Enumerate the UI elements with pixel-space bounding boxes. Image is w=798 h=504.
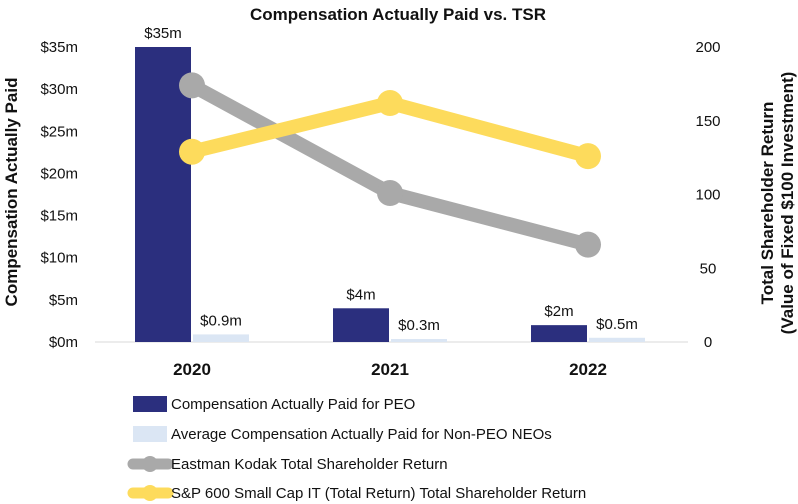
point-s-p-600-small-cap-it-total-return-total-shareholder-return-2022 — [575, 143, 601, 170]
legend: Compensation Actually Paid for PEO Averag… — [127, 396, 586, 502]
legend-swatch-average-compensation-actually-paid-for-non-peo-neos — [133, 426, 167, 442]
bar-data-label: $0.5m — [596, 316, 638, 333]
right-axis-title-line2: (Value of Fixed $100 Investment) — [778, 72, 797, 335]
bar-average-compensation-actually-paid-for-non-peo-neos-2020 — [193, 334, 249, 342]
bar-data-label: $35m — [144, 25, 182, 42]
left-tick-label: $10m — [40, 250, 78, 267]
category-label: 2022 — [569, 360, 607, 379]
right-tick-label: 100 — [695, 187, 720, 204]
legend-label: Compensation Actually Paid for PEO — [171, 396, 415, 413]
point-eastman-kodak-total-shareholder-return-2021 — [377, 180, 403, 207]
left-tick-label: $20m — [40, 165, 78, 182]
bar-compensation-actually-paid-for-peo-2021 — [333, 308, 389, 342]
legend-swatch-compensation-actually-paid-for-peo — [133, 396, 167, 412]
category-label: 2020 — [173, 360, 211, 379]
legend-label: S&P 600 Small Cap IT (Total Return) Tota… — [171, 485, 586, 502]
left-tick-label: $25m — [40, 123, 78, 140]
bar-compensation-actually-paid-for-peo-2020 — [135, 47, 191, 342]
legend-label: Average Compensation Actually Paid for N… — [171, 426, 552, 443]
left-tick-label: $5m — [49, 292, 78, 309]
right-tick-label: 0 — [704, 334, 712, 351]
point-s-p-600-small-cap-it-total-return-total-shareholder-return-2020 — [179, 138, 205, 165]
left-axis-ticks: $0m $5m $10m $15m $20m $25m $30m $35m — [40, 39, 78, 351]
point-eastman-kodak-total-shareholder-return-2022 — [575, 231, 601, 258]
chart-title: Compensation Actually Paid vs. TSR — [250, 5, 546, 24]
point-s-p-600-small-cap-it-total-return-total-shareholder-return-2021 — [377, 90, 403, 117]
bar-average-compensation-actually-paid-for-non-peo-neos-2022 — [589, 337, 645, 342]
left-tick-label: $15m — [40, 208, 78, 225]
bar-compensation-actually-paid-for-peo-2022 — [531, 325, 587, 342]
left-axis-title: Compensation Actually Paid — [2, 78, 21, 307]
right-axis-ticks: 0 50 100 150 200 — [695, 39, 720, 351]
category-label: 2021 — [371, 360, 409, 379]
bar-data-label: $0.9m — [200, 312, 242, 329]
bar-series: $35m $4m $2m $0.9m $0.3m $0.5m — [135, 25, 645, 342]
bar-data-label: $2m — [544, 303, 573, 320]
point-eastman-kodak-total-shareholder-return-2020 — [179, 72, 205, 99]
legend-swatch-marker-eastman-kodak-total-shareholder-return — [142, 456, 158, 472]
legend-label: Eastman Kodak Total Shareholder Return — [171, 456, 448, 473]
right-tick-label: 200 — [695, 39, 720, 56]
left-tick-label: $0m — [49, 334, 78, 351]
left-tick-label: $35m — [40, 39, 78, 56]
line-series — [179, 72, 601, 258]
right-tick-label: 50 — [700, 260, 717, 277]
bar-average-compensation-actually-paid-for-non-peo-neos-2021 — [391, 339, 447, 342]
bar-data-label: $4m — [346, 286, 375, 303]
left-tick-label: $30m — [40, 81, 78, 98]
right-tick-label: 150 — [695, 113, 720, 130]
bar-data-label: $0.3m — [398, 317, 440, 334]
legend-swatch-marker-s-p-600-small-cap-it-total-return-total-shareholder-return — [142, 485, 158, 501]
category-labels: 2020 2021 2022 — [173, 360, 607, 379]
right-axis-title-line1: Total Shareholder Return — [758, 102, 777, 305]
